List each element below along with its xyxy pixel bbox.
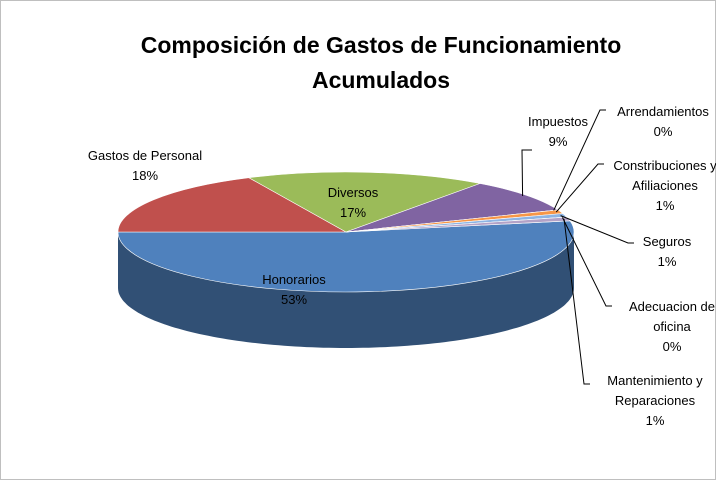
data-label: Constribuciones y Afiliaciones 1% [605,156,716,216]
value-label: 53% [280,292,308,307]
data-label: Honorarios 53% [234,270,354,310]
pie-slice [345,183,559,233]
data-label: Impuestos 9% [513,112,603,152]
leader-line [555,163,604,213]
value-label: 18% [131,168,159,183]
value-label: 17% [339,205,367,220]
data-label: Gastos de Personal 18% [75,146,215,186]
data-label: Diversos 17% [303,183,403,223]
pie-walls [118,232,574,348]
category-label: Impuestos [528,114,588,129]
pie-slice [117,177,348,233]
value-label: 0% [662,339,682,354]
data-label: Arrendamientos 0% [608,102,716,142]
value-label: 1% [645,413,665,428]
data-label: Adecuacion de oficina 0% [622,297,716,357]
value-label: 0% [653,124,673,139]
category-label: Arrendamientos [617,104,709,119]
value-label: 1% [657,254,677,269]
leader-line [563,219,590,385]
leader-line [553,109,606,211]
category-label: Diversos [327,185,379,200]
leader-line [560,215,634,244]
data-label: Seguros 1% [627,232,707,272]
chart-title: Composición de Gastos de Funcionamiento … [140,32,622,93]
leader-line [521,149,532,197]
category-label: Seguros [642,234,692,249]
value-label: 1% [655,198,675,213]
pie-slice-side [118,232,574,348]
leader-line [561,217,612,307]
category-label: Gastos de Personal [87,148,203,163]
category-label: Honorarios [262,272,326,287]
category-label: Constribuciones y Afiliaciones [613,158,716,193]
pie-tops [117,171,575,293]
value-label: 9% [548,134,568,149]
data-label: Mantenimiento y Reparaciones 1% [595,371,715,431]
category-label: Mantenimiento y Reparaciones [607,373,703,408]
pie-slice [247,171,482,233]
category-label: Adecuacion de oficina [628,299,715,334]
pie-slice [117,220,575,293]
